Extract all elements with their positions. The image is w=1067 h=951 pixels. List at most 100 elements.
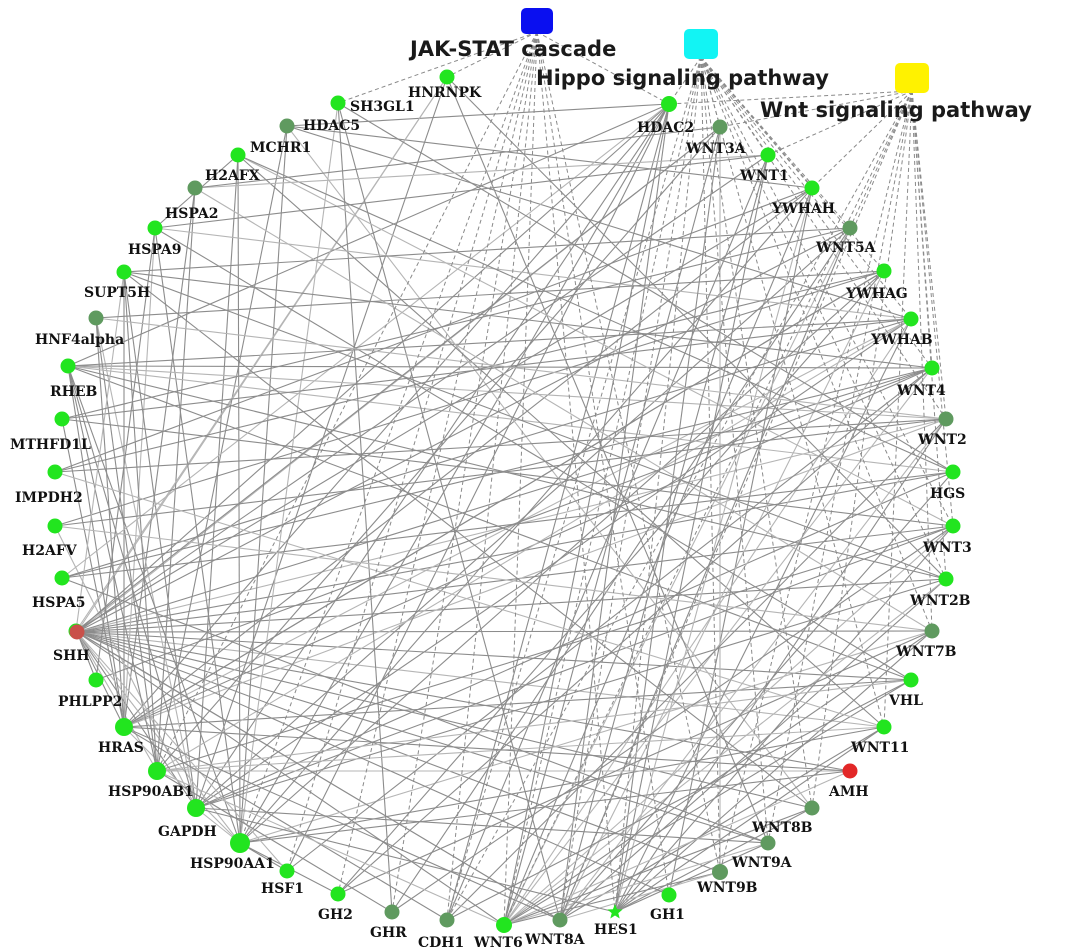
ppi-edge-WNT5A-GHR	[391, 227, 851, 913]
gene-node-wnt3a[interactable]	[712, 119, 728, 135]
gene-node-phlpp2[interactable]	[88, 672, 104, 688]
gene-label-vhl: VHL	[888, 693, 923, 709]
pathway-edge-hippo-WNT7B	[700, 56, 933, 632]
gene-node-h2afv[interactable]	[54, 570, 70, 586]
gene-node-ywhab[interactable]	[903, 311, 919, 327]
pathway-edge-jak-HSP90AA1	[239, 31, 538, 844]
gene-node-wnt3[interactable]	[945, 518, 961, 534]
gene-node-wnt9b[interactable]	[712, 864, 728, 880]
pathway-edge-wnt-WNT9B	[719, 90, 913, 873]
gene-node-impdh2[interactable]	[47, 518, 63, 534]
gene-node-hras[interactable]	[115, 718, 133, 736]
ppi-edge-HDAC5-YWHAB	[286, 125, 912, 320]
gene-label-hnf4alpha: HNF4alpha	[35, 332, 124, 348]
pathway-edge-hippo-WNT9B	[700, 56, 721, 873]
gene-label-h2afv: H2AFV	[22, 543, 78, 559]
ppi-edge-WNT3-GHR	[391, 525, 954, 913]
ppi-edge-H2AFV-WNT4	[61, 367, 933, 579]
gene-node-h2afx[interactable]	[187, 180, 203, 196]
gene-node-hspa2[interactable]	[147, 220, 163, 236]
gene-node-sh3gl1[interactable]	[330, 95, 346, 111]
gene-node-amh[interactable]	[842, 763, 858, 779]
pathway-node-jak[interactable]	[521, 8, 553, 34]
ppi-edge-HGS-MCHR1	[237, 154, 954, 473]
gene-node-wnt8b[interactable]	[804, 800, 820, 816]
gene-node-wnt7b[interactable]	[924, 623, 940, 639]
gene-node-gh2[interactable]	[330, 886, 346, 902]
gene-node-wnt2b[interactable]	[938, 571, 954, 587]
gene-label-hgs: HGS	[930, 486, 965, 502]
ppi-edge-HNF4alpha-HRAS	[67, 365, 125, 728]
gene-label-wnt9b: WNT9B	[696, 880, 758, 896]
ppi-edge-MTHFD1L-WNT11	[54, 471, 885, 728]
ppi-edge-AMH-WNT6	[503, 770, 851, 926]
gene-node-hnf4alpha[interactable]	[60, 358, 76, 374]
gene-label-gapdh: GAPDH	[158, 824, 217, 840]
pathway-edge-hippo-WNT8A	[559, 56, 702, 921]
ppi-edge-VHL-CDH1	[446, 679, 912, 921]
gene-node-hsf1[interactable]	[279, 863, 295, 879]
gene-node-wnt4[interactable]	[924, 360, 940, 376]
gene-node-rheb[interactable]	[54, 411, 70, 427]
gene-node-cdh1[interactable]	[439, 912, 455, 928]
gene-node-wnt1[interactable]	[760, 147, 776, 163]
pathway-edge-wnt-CDH1	[446, 90, 913, 921]
ppi-edge-SUPT5H-YWHAG	[95, 270, 885, 319]
pathway-edge-hippo-WNT2B	[700, 56, 947, 580]
ppi-edge-HNF4alpha-VHL	[67, 365, 912, 681]
gene-node-hgs[interactable]	[945, 464, 961, 480]
ppi-edge-YWHAB-RHEB	[61, 318, 912, 420]
gene-node-gapdh[interactable]	[187, 799, 205, 817]
gene-node-mchr1[interactable]	[230, 147, 246, 163]
ppi-edge-YWHAH-HSPA5	[75, 187, 813, 632]
gene-node-mthfd1l[interactable]	[47, 464, 63, 480]
gene-node-hsp90ab1[interactable]	[148, 762, 166, 780]
gene-node-wnt11[interactable]	[876, 719, 892, 735]
gene-label-hdac5: HDAC5	[303, 118, 360, 134]
gene-node-hspa9[interactable]	[116, 264, 132, 280]
gene-node-wnt9a[interactable]	[760, 835, 776, 851]
ppi-edge-HRAS-WNT4	[123, 367, 933, 728]
pathway-edge-wnt-WNT3	[911, 90, 954, 527]
pathway-edge-wnt-WNT2	[911, 90, 947, 420]
pathway-edge-jak-HSF1	[286, 31, 538, 872]
gene-node-wnt2[interactable]	[938, 411, 954, 427]
ppi-edge-WNT5A-HSPA9	[123, 227, 851, 273]
ppi-edge-AMH-HSP90AA1	[239, 770, 851, 844]
ppi-edge-YWHAH-WNT6	[503, 187, 813, 926]
gene-node-gh1[interactable]	[661, 887, 677, 903]
gene-node-wnt6[interactable]	[496, 917, 512, 933]
ppi-edge-GHR-HSP90AB1	[156, 770, 393, 913]
pathway-edge-hippo-WNT8B	[700, 56, 813, 809]
gene-node-hdac5[interactable]	[279, 118, 295, 134]
gene-node-ywhah[interactable]	[804, 180, 820, 196]
gene-node-hdac2[interactable]	[661, 96, 677, 112]
ppi-edge-WNT7B-HES1	[614, 630, 933, 913]
pathway-node-hippo[interactable]	[684, 29, 718, 59]
gene-node-shh[interactable]	[69, 624, 85, 640]
gene-node-wnt8a[interactable]	[552, 912, 568, 928]
ppi-edge-HSP90AB1-WNT3	[156, 525, 954, 772]
gene-node-hsp90aa1[interactable]	[230, 833, 250, 853]
gene-node-hes1[interactable]	[607, 904, 623, 919]
gene-node-ghr[interactable]	[384, 904, 400, 920]
gene-node-wnt5a[interactable]	[842, 220, 858, 236]
gene-node-hnrnpk[interactable]	[439, 69, 455, 85]
gene-node-vhl[interactable]	[903, 672, 919, 688]
ppi-edge-WNT9B-WNT8A	[559, 871, 721, 921]
ppi-edge-SHH-HSP90AB1	[76, 631, 158, 772]
ppi-edge-SHH-WNT9B	[76, 631, 721, 873]
gene-node-ywhag[interactable]	[876, 263, 892, 279]
gene-label-cdh1: CDH1	[418, 935, 464, 951]
gene-label-wnt4: WNT4	[896, 383, 946, 399]
ppi-edge-HSP90AA1-HNF4alpha	[67, 365, 241, 844]
ppi-edge-HSPA5-HSPA9	[75, 271, 125, 632]
gene-label-mchr1: MCHR1	[250, 140, 311, 156]
ppi-edge-WNT8A-HRAS	[123, 726, 561, 921]
pathway-edge-hippo-YWHAG	[700, 56, 885, 272]
pathway-node-wnt[interactable]	[895, 63, 929, 93]
ppi-edge-HSP90AB1-YWHAB	[156, 318, 912, 772]
gene-node-supt5h[interactable]	[88, 310, 104, 326]
gene-label-wnt8a: WNT8A	[524, 932, 586, 948]
